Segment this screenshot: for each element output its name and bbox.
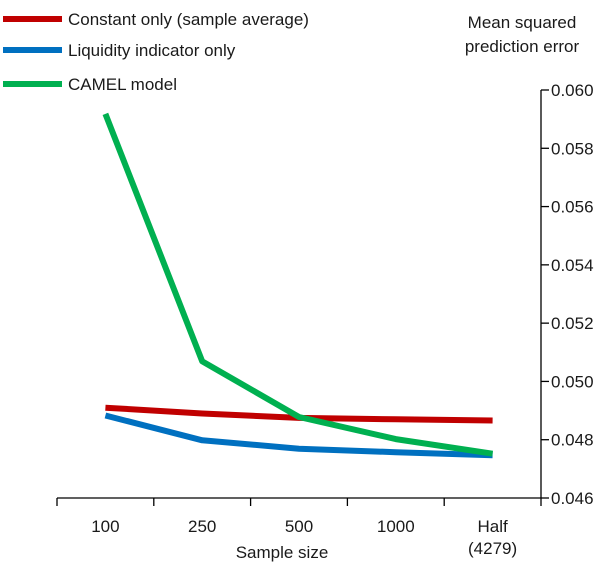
y-tick-label: 0.046 [551,489,594,508]
series-line-camel-model [102,112,494,457]
x-axis: 100 250 500 1000 Half (4279) [56,497,542,558]
y-axis-title-line-2: prediction error [465,37,580,56]
y-tick-label: 0.060 [551,81,594,100]
legend-label-liquidity: Liquidity indicator only [68,41,236,60]
series-line-liquidity-indicator-only [104,412,493,459]
y-tick-label: 0.054 [551,256,594,275]
legend-label-camel: CAMEL model [68,75,177,94]
y-tick-label: 0.050 [551,372,594,391]
x-tick-label: Half [477,517,508,536]
x-axis-title: Sample size [236,543,329,562]
x-tick-label: 100 [91,517,119,536]
y-tick-label: 0.048 [551,431,594,450]
x-tick-label: 250 [188,517,216,536]
x-tick-label: 500 [285,517,313,536]
legend: Constant only (sample average) Liquidity… [3,10,309,94]
y-tick-label: 0.056 [551,198,594,217]
y-tick-label: 0.058 [551,139,594,158]
y-tick-label: 0.052 [551,314,594,333]
legend-label-constant: Constant only (sample average) [68,10,309,29]
y-axis-title: Mean squared prediction error [465,13,580,56]
y-axis: 0.046 0.048 0.050 0.052 0.054 0.056 0.058 0.060 [540,81,594,508]
x-tick-label: (4279) [468,539,517,558]
x-tick-label: 1000 [377,517,415,536]
y-axis-title-line-1: Mean squared [468,13,577,32]
series-lines [102,112,494,459]
